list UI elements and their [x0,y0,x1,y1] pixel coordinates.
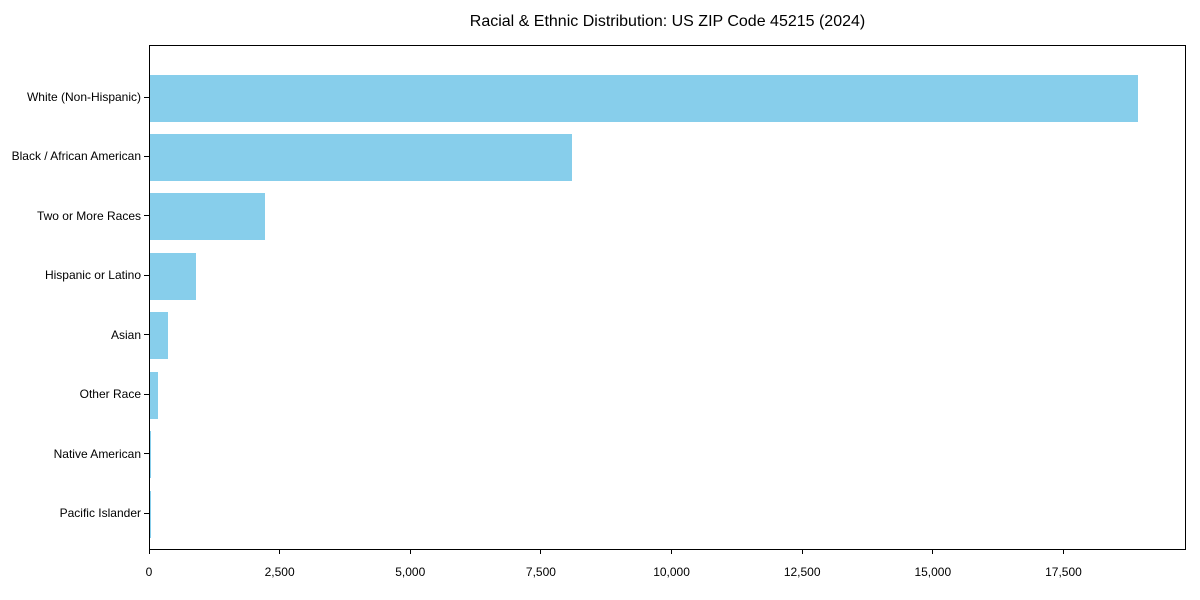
x-tick-label: 0 [145,565,153,579]
x-tick-label: 12,500 [783,565,821,579]
bar-native-american [150,431,152,479]
y-tick-label: Other Race [79,387,141,402]
bar-two-or-more-races [150,193,265,241]
x-tick-label: 5,000 [395,565,426,579]
y-tick-label: White (Non-Hispanic) [26,90,141,104]
y-tick-label: Black / African American [11,149,141,164]
y-tick-label: Native American [53,446,141,461]
x-tick-mark [540,550,542,554]
x-tick-mark [671,550,673,554]
chart-title: Racial & Ethnic Distribution: US ZIP Cod… [469,13,866,30]
y-tick-mark [144,215,149,217]
y-tick-label: Pacific Islander [59,506,141,520]
x-tick-label: 10,000 [653,565,690,579]
y-tick-mark [144,155,149,157]
x-tick-mark [932,550,934,554]
x-tick-mark [148,550,150,554]
bar-black-african-american [150,133,573,181]
x-tick-label: 7,500 [525,565,556,579]
y-tick-label: Hispanic or Latino [44,268,141,283]
y-tick-mark [144,274,149,276]
x-tick-label: 15,000 [914,565,952,579]
y-tick-label: Asian [110,327,141,342]
y-tick-mark [144,393,149,395]
y-tick-mark [144,96,149,98]
y-tick-mark [144,334,149,336]
plot-area [149,45,1186,550]
y-tick-mark [144,512,149,514]
bar-asian [150,312,169,360]
x-tick-mark [1062,550,1064,554]
bar-pacific-islander [150,490,151,538]
x-tick-mark [409,550,411,554]
bar-other-race [150,371,159,419]
bar-white-non-hispanic- [150,74,1138,122]
x-tick-label: 2,500 [264,565,295,579]
x-tick-mark [801,550,803,554]
bar-hispanic-or-latino [150,252,196,300]
x-tick-mark [279,550,281,554]
y-tick-mark [144,453,149,455]
x-tick-label: 17,500 [1045,565,1082,579]
y-tick-label: Two or More Races [36,208,141,223]
